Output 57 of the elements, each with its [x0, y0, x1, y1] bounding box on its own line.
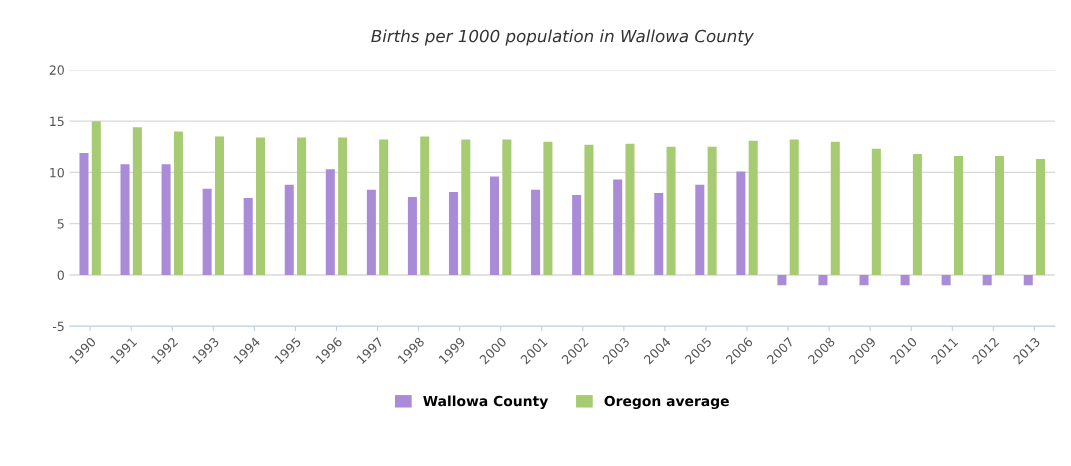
bar — [543, 141, 553, 275]
bar — [941, 274, 951, 286]
bar — [297, 137, 307, 275]
legend-label: Oregon average — [604, 395, 729, 410]
bar — [748, 140, 758, 275]
bar — [736, 171, 746, 275]
y-tick-label: 10 — [50, 167, 64, 178]
bar — [666, 146, 676, 275]
bar — [379, 139, 389, 275]
bar — [707, 146, 717, 275]
bar — [1023, 274, 1033, 286]
bar — [214, 136, 224, 275]
bar — [531, 189, 541, 275]
bar — [789, 139, 799, 275]
bar — [654, 192, 664, 275]
bar — [625, 143, 635, 275]
bar — [91, 121, 101, 275]
y-tick-label: 15 — [50, 116, 64, 127]
bar — [325, 169, 335, 275]
chart-title: Births per 1000 population in Wallowa County — [371, 29, 754, 46]
bar — [982, 274, 992, 286]
bar — [584, 144, 594, 275]
bar — [420, 136, 430, 275]
bar — [900, 274, 910, 286]
bar — [830, 141, 840, 275]
y-tick-label: 20 — [49, 65, 64, 75]
y-tick-label: 5 — [57, 219, 64, 229]
bar — [243, 198, 253, 275]
y-tick-label: -5 — [52, 321, 64, 332]
bar — [448, 191, 458, 275]
bar — [777, 274, 787, 286]
bar — [161, 164, 171, 275]
bar — [407, 197, 417, 275]
legend-label: Wallowa County — [423, 395, 549, 410]
bar — [695, 184, 705, 275]
bar — [502, 139, 512, 275]
bar — [461, 139, 471, 275]
y-tick-label: 0 — [57, 270, 64, 280]
bar — [173, 131, 183, 275]
bar — [859, 274, 869, 286]
bar — [871, 148, 881, 275]
bar — [613, 179, 623, 275]
bar — [1036, 159, 1046, 275]
bar — [366, 189, 376, 275]
bar — [120, 164, 130, 275]
bar — [912, 153, 922, 275]
bar — [79, 152, 89, 275]
bar — [284, 184, 294, 275]
bar — [994, 156, 1005, 275]
bar — [132, 127, 142, 275]
bar — [490, 176, 500, 275]
bar — [256, 137, 266, 275]
bar — [338, 137, 348, 275]
bar — [202, 188, 212, 275]
bar — [953, 156, 963, 275]
bar — [818, 274, 828, 286]
bar — [572, 194, 582, 275]
